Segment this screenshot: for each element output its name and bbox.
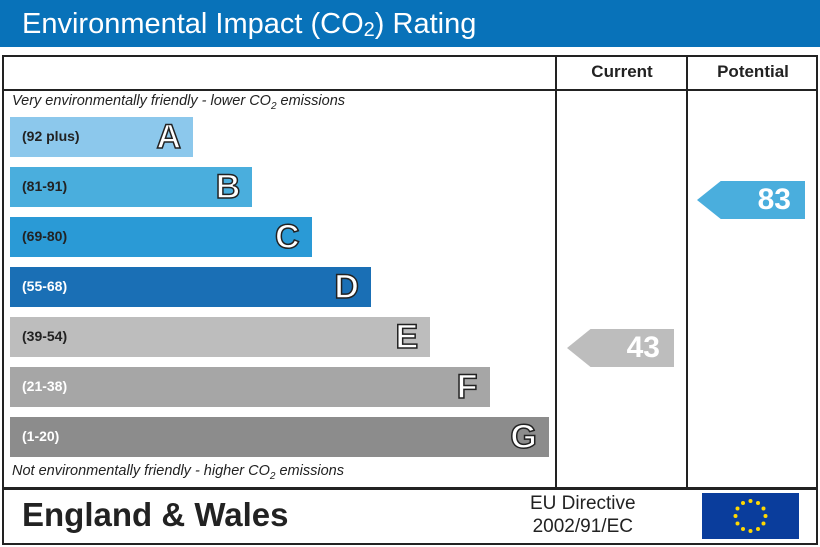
current-rating-arrow: 43 — [567, 329, 674, 367]
band-letter: A — [156, 117, 182, 157]
directive-line: 2002/91/EC — [532, 516, 633, 537]
band-letter: D — [334, 267, 360, 307]
band-letter: G — [510, 417, 538, 457]
note-sub: 2 — [270, 100, 277, 112]
divider — [686, 55, 688, 489]
star-icon — [761, 506, 766, 511]
footer — [2, 488, 818, 545]
title-banner: Environmental Impact (CO2) Rating — [0, 0, 820, 47]
star-icon — [735, 521, 740, 526]
note-text: emissions — [275, 463, 344, 479]
star-icon — [756, 501, 760, 506]
top-note: Very environmentally friendly - lower CO… — [12, 93, 345, 112]
potential-rating-arrow: 83 — [697, 181, 805, 219]
band-range: (92 plus) — [22, 128, 80, 144]
note-text: Not environmentally friendly - higher CO — [12, 463, 270, 479]
note-text: emissions — [276, 93, 346, 109]
band-range: (55-68) — [22, 278, 68, 294]
band-letter: E — [395, 317, 419, 357]
band-e: (39-54) E — [10, 317, 431, 357]
directive-line: EU Directive — [530, 493, 636, 514]
note-sub: 2 — [269, 470, 276, 482]
note-text: Very environmentally friendly - lower CO — [12, 93, 271, 109]
region-label: England & Wales — [22, 496, 289, 533]
star-icon — [761, 521, 766, 526]
star-icon — [733, 514, 738, 518]
potential-column-header: Potential — [717, 62, 789, 81]
star-icon — [756, 526, 760, 531]
divider — [555, 55, 557, 489]
band-a: (92 plus) A — [10, 117, 193, 157]
band-range: (1-20) — [22, 428, 60, 444]
band-d: (55-68) D — [10, 267, 371, 307]
divider — [2, 89, 818, 91]
band-range: (39-54) — [22, 328, 68, 344]
band-letter: F — [456, 367, 478, 407]
star-icon — [763, 514, 768, 518]
star-icon — [748, 529, 753, 533]
band-range: (21-38) — [22, 378, 68, 394]
band-c: (69-80) C — [10, 217, 312, 257]
star-icon — [741, 526, 745, 531]
band-range: (69-80) — [22, 228, 68, 244]
star-icon — [741, 501, 745, 506]
title-text: Environmental Impact (CO — [22, 8, 364, 40]
band-letter: B — [215, 167, 241, 207]
title-subscript: 2 — [363, 19, 375, 41]
band-b: (81-91) B — [10, 167, 253, 207]
band-g: (1-20) G — [10, 417, 549, 457]
star-icon — [735, 506, 740, 511]
current-column-header: Current — [591, 62, 653, 81]
bottom-note: Not environmentally friendly - higher CO… — [12, 463, 344, 482]
eu-flag-icon — [702, 493, 799, 539]
star-icon — [748, 499, 753, 503]
band-range: (81-91) — [22, 178, 68, 194]
band-f: (21-38) F — [10, 367, 490, 407]
band-letter: C — [274, 217, 300, 257]
title-end: ) Rating — [374, 8, 477, 40]
eu-directive: EU Directive 2002/91/EC — [530, 492, 636, 538]
